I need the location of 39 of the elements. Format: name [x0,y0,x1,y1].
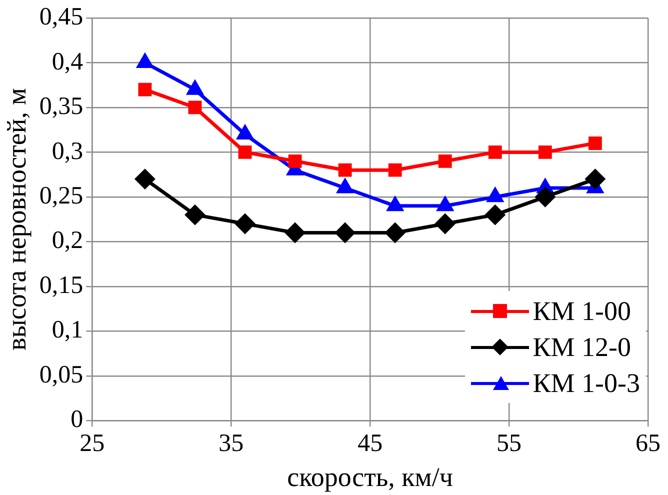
point [185,205,205,225]
x-tick-label: 45 [358,430,383,458]
y-tick-label: 0,25 [39,182,84,210]
y-tick-label: 0,05 [39,361,84,388]
point [285,222,305,242]
point [135,169,155,189]
legend-label: КМ 1-0-3 [532,367,640,400]
point [388,163,402,177]
point [338,163,352,177]
point [385,222,405,242]
y-tick-label: 0,45 [39,4,84,31]
y-tick-label: 0,15 [39,272,84,299]
y-tick-label: 0,3 [52,138,84,165]
point [237,126,253,140]
x-tick-label: 55 [496,430,522,458]
x-axis-title: скорость, км/ч [287,462,453,492]
point [438,154,452,168]
point [435,214,455,234]
legend-label: КМ 12-0 [532,331,632,364]
point [588,136,602,150]
point [288,154,302,168]
point [335,222,355,242]
y-tick-label: 0,35 [39,93,84,120]
y-tick-label: 0,2 [52,227,84,254]
x-tick-label: 65 [636,430,660,458]
point [238,146,252,159]
point [535,187,555,207]
point [585,169,605,189]
x-tick-label: 35 [218,430,244,458]
point [138,82,152,96]
y-tick-label: 0,4 [52,48,84,76]
point [485,205,505,225]
y-tick-label: 0,1 [52,316,84,344]
point [235,214,255,234]
legend-label: КМ 1-00 [532,295,632,328]
point [538,146,552,159]
y-axis-title: высота неровностей, м [1,88,32,351]
point [188,100,202,114]
point [488,146,502,159]
